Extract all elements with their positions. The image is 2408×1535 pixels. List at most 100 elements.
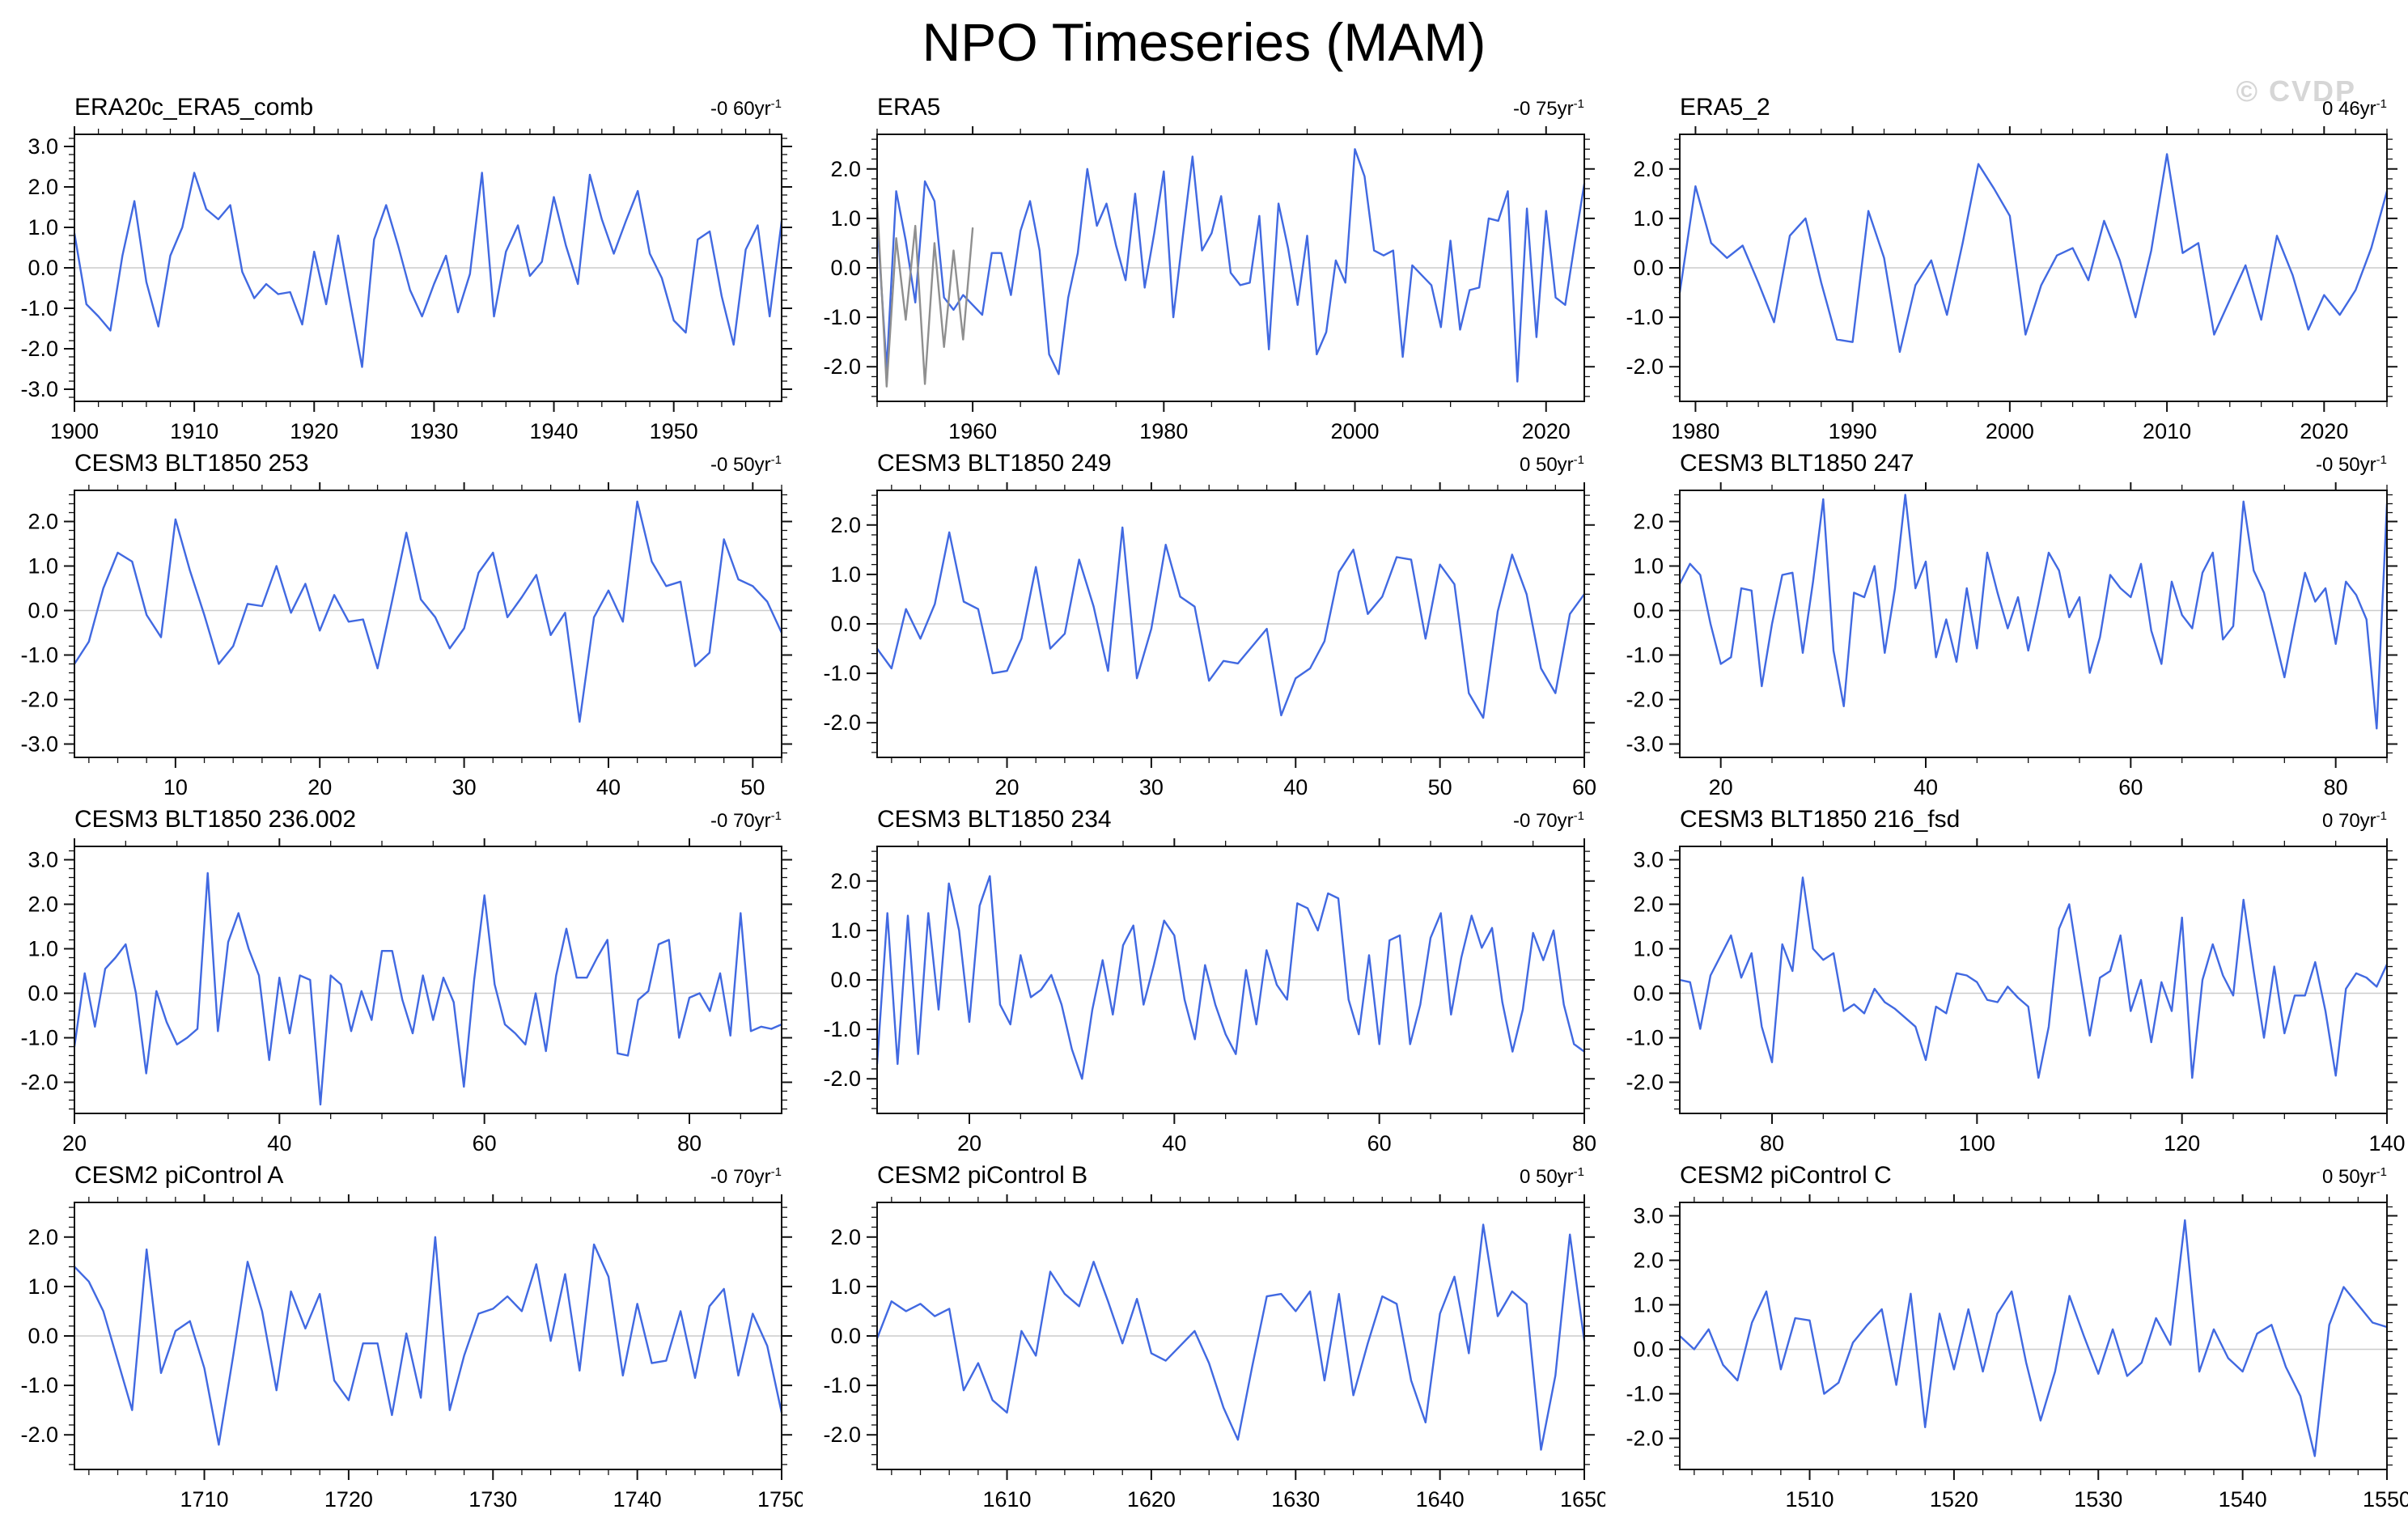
panel-header: CESM3 BLT1850 249 0 50yr-1 xyxy=(803,450,1605,482)
y-tick-label: 2.0 xyxy=(28,1225,58,1249)
x-tick-label: 1930 xyxy=(409,419,458,443)
x-tick-label: 40 xyxy=(1283,775,1308,799)
timeseries-plot: 1510 1520 1530 1540 1550 3.0 2.0 1.0 0.0 -1.0 -2.0 xyxy=(1626,1194,2408,1512)
x-tick-label: 80 xyxy=(1760,1131,1784,1155)
timeseries-plot: 20 40 60 80 2.0 1.0 0.0 -1.0 -2.0 -3.0 xyxy=(1626,482,2397,799)
x-tick-label: 1640 xyxy=(1416,1487,1465,1512)
timeseries-plot: 20 40 60 80 3.0 2.0 1.0 0.0 -1.0 -2.0 xyxy=(20,838,792,1155)
y-tick-label: 2.0 xyxy=(28,510,58,534)
panel-header: CESM2 piControl C 0 50yr-1 xyxy=(1605,1162,2408,1194)
x-tick-label: 1750 xyxy=(757,1487,803,1512)
data-line-primary xyxy=(1678,153,2389,354)
panel-header: CESM3 BLT1850 236.002 -0 70yr-1 xyxy=(0,806,803,838)
y-tick-label: -1.0 xyxy=(823,661,861,685)
panel-era5-2: ERA5_2 0 46yr-1 1980 1990 2000 2010 2020 2.0 1… xyxy=(1605,94,2408,450)
y-tick-label: 0.0 xyxy=(830,968,861,992)
x-tick-label: 100 xyxy=(1959,1131,1995,1155)
panel-title: CESM3 BLT1850 253 xyxy=(74,450,309,477)
y-tick-label: -2.0 xyxy=(20,688,58,712)
y-tick-label: 1.0 xyxy=(830,562,861,587)
x-tick-label: 1610 xyxy=(982,1487,1031,1512)
x-tick-label: 1620 xyxy=(1127,1487,1176,1512)
x-tick-label: 20 xyxy=(1709,775,1733,799)
timeseries-plot: 1710 1720 1730 1740 1750 2.0 1.0 0.0 -1.0 -2.0 xyxy=(20,1194,803,1512)
y-axis: 3.0 2.0 1.0 0.0 -1.0 -2.0 xyxy=(1626,1204,2397,1466)
trend-value: -0 70yr xyxy=(710,810,771,832)
data-line-primary xyxy=(73,871,783,1106)
x-tick-label: 1980 xyxy=(1671,419,1719,443)
x-axis: 20 40 60 80 xyxy=(918,838,1596,1155)
trend-value: -0 75yr xyxy=(1512,98,1574,120)
plot-box xyxy=(1679,490,2388,758)
plot-box xyxy=(74,846,782,1114)
x-tick-label: 50 xyxy=(1428,775,1452,799)
x-axis: 1980 1990 2000 2010 2020 xyxy=(1671,126,2388,443)
y-tick-label: 3.0 xyxy=(28,134,58,159)
y-tick-label: 2.0 xyxy=(830,869,861,893)
panel-title: ERA5_2 xyxy=(1680,94,1770,121)
y-tick-label: 0.0 xyxy=(28,256,58,280)
panel-header: CESM2 piControl A -0 70yr-1 xyxy=(0,1162,803,1194)
x-axis: 1610 1620 1630 1640 1650 xyxy=(891,1194,1605,1512)
y-tick-label: -1.0 xyxy=(1626,643,1664,668)
trend-label: -0 50yr-1 xyxy=(710,453,782,477)
y-tick-label: 1.0 xyxy=(28,554,58,579)
x-tick-label: 1740 xyxy=(613,1487,662,1512)
y-tick-label: 2.0 xyxy=(28,175,58,199)
x-tick-label: 1710 xyxy=(180,1487,228,1512)
x-tick-label: 60 xyxy=(1367,1131,1392,1155)
trend-exponent: -1 xyxy=(2376,1165,2387,1179)
panel-header: CESM2 piControl B 0 50yr-1 xyxy=(803,1162,1605,1194)
x-tick-label: 80 xyxy=(1572,1131,1596,1155)
y-tick-label: 0.0 xyxy=(1633,1338,1664,1362)
trend-value: -0 50yr xyxy=(710,454,771,476)
panel-title: ERA20c_ERA5_comb xyxy=(74,94,314,121)
x-tick-label: 20 xyxy=(62,1131,87,1155)
x-tick-label: 1720 xyxy=(324,1487,373,1512)
panel-header: CESM3 BLT1850 216_fsd 0 70yr-1 xyxy=(1605,806,2408,838)
y-tick-label: 1.0 xyxy=(830,918,861,943)
data-line-primary xyxy=(875,148,1586,383)
trend-exponent: -1 xyxy=(2376,809,2387,823)
x-tick-label: 80 xyxy=(2324,775,2348,799)
timeseries-plot: 1900 1910 1920 1930 1940 1950 3.0 2.0 1.0 0.0 -1.0… xyxy=(20,126,792,443)
y-tick-label: -2.0 xyxy=(20,337,58,361)
y-axis: 2.0 1.0 0.0 -1.0 -2.0 -3.0 xyxy=(1626,494,2397,757)
y-tick-label: 1.0 xyxy=(1633,1293,1664,1317)
y-tick-label: 1.0 xyxy=(28,215,58,240)
trend-value: 0 46yr xyxy=(2321,98,2376,120)
trend-value: 0 50yr xyxy=(1519,454,1574,476)
x-axis: 20 40 60 80 xyxy=(62,838,741,1155)
x-tick-label: 1960 xyxy=(948,419,997,443)
trend-label: -0 60yr-1 xyxy=(710,97,782,121)
data-line-primary xyxy=(1678,1219,2389,1457)
panel-title: CESM3 BLT1850 249 xyxy=(877,450,1112,477)
trend-label: 0 70yr-1 xyxy=(2322,809,2387,833)
y-axis: 3.0 2.0 1.0 0.0 -1.0 -2.0 xyxy=(1626,848,2397,1110)
x-tick-label: 1550 xyxy=(2363,1487,2408,1512)
trend-value: -0 70yr xyxy=(710,1166,771,1188)
x-tick-label: 1540 xyxy=(2219,1487,2267,1512)
y-tick-label: -2.0 xyxy=(823,1066,861,1091)
y-tick-label: -2.0 xyxy=(1626,1071,1664,1095)
y-tick-label: 2.0 xyxy=(1633,893,1664,917)
panel-cesm3-blt1850-216-fsd: CESM3 BLT1850 216_fsd 0 70yr-1 80 100 120 1… xyxy=(1605,806,2408,1162)
panel-title: CESM3 BLT1850 236.002 xyxy=(74,806,357,833)
y-tick-label: 1.0 xyxy=(1633,937,1664,961)
panel-cesm2-picontrol-c: CESM2 piControl C 0 50yr-1 1510 1520 1530 1… xyxy=(1605,1162,2408,1518)
y-axis: 3.0 2.0 1.0 0.0 -1.0 -2.0 -3.0 xyxy=(20,134,792,401)
trend-label: -0 70yr-1 xyxy=(710,1165,782,1189)
y-tick-label: -1.0 xyxy=(1626,305,1664,329)
y-tick-label: -2.0 xyxy=(20,1423,58,1447)
trend-exponent: -1 xyxy=(2376,97,2387,111)
trend-exponent: -1 xyxy=(1573,97,1584,111)
trend-label: 0 50yr-1 xyxy=(2322,1165,2387,1189)
y-axis: 2.0 1.0 0.0 -1.0 -2.0 xyxy=(1626,138,2397,397)
x-tick-label: 40 xyxy=(267,1131,291,1155)
panel-cesm3-blt1850-234: CESM3 BLT1850 234 -0 70yr-1 20 40 60 80 2.0 1… xyxy=(803,806,1605,1162)
trend-value: 0 50yr xyxy=(2321,1166,2376,1188)
timeseries-plot: 80 100 120 140 3.0 2.0 1.0 0.0 -1.0 -2.0 xyxy=(1626,838,2406,1155)
x-tick-label: 1950 xyxy=(650,419,698,443)
trend-exponent: -1 xyxy=(1573,453,1584,467)
y-tick-label: -1.0 xyxy=(1626,1026,1664,1050)
